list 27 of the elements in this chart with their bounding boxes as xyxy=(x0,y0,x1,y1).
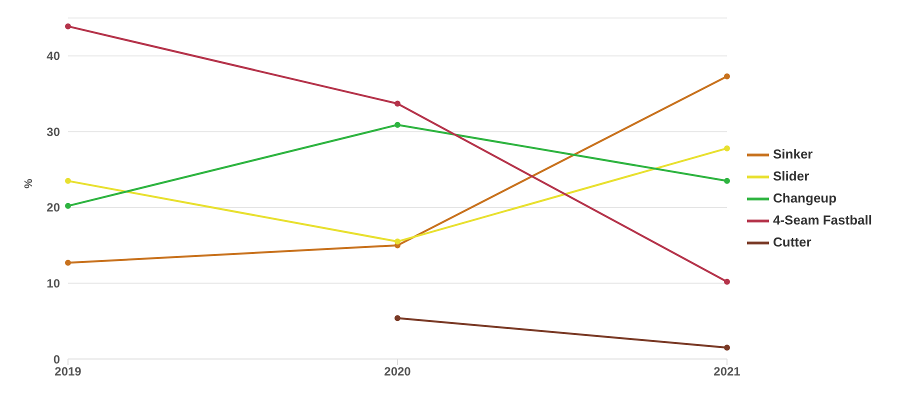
point xyxy=(394,315,400,322)
point xyxy=(394,100,400,107)
point xyxy=(394,238,400,245)
point xyxy=(724,145,730,152)
legend-label: Changeup xyxy=(773,190,837,205)
legend-label: Cutter xyxy=(773,234,812,249)
y-tick-label: 40 xyxy=(46,49,60,64)
legend-label: Slider xyxy=(773,168,810,183)
y-tick-label: 20 xyxy=(46,200,60,215)
point xyxy=(65,260,71,266)
point xyxy=(65,178,71,184)
y-axis-title: % xyxy=(22,178,35,188)
point xyxy=(65,202,71,209)
legend-label: Sinker xyxy=(773,146,813,161)
x-tick-label: 2019 xyxy=(54,364,82,379)
point xyxy=(724,178,730,184)
y-tick-label: 10 xyxy=(46,276,60,290)
point xyxy=(65,23,71,30)
y-tick-label: 30 xyxy=(46,124,60,139)
point xyxy=(724,73,730,80)
x-tick-label: 2020 xyxy=(384,364,412,379)
point xyxy=(724,278,730,285)
legend-label: 4-Seam Fastball xyxy=(773,212,872,227)
y-tick-label: 0 xyxy=(53,352,60,366)
point xyxy=(724,344,730,351)
point xyxy=(394,122,400,128)
x-tick-label: 2021 xyxy=(714,364,741,379)
